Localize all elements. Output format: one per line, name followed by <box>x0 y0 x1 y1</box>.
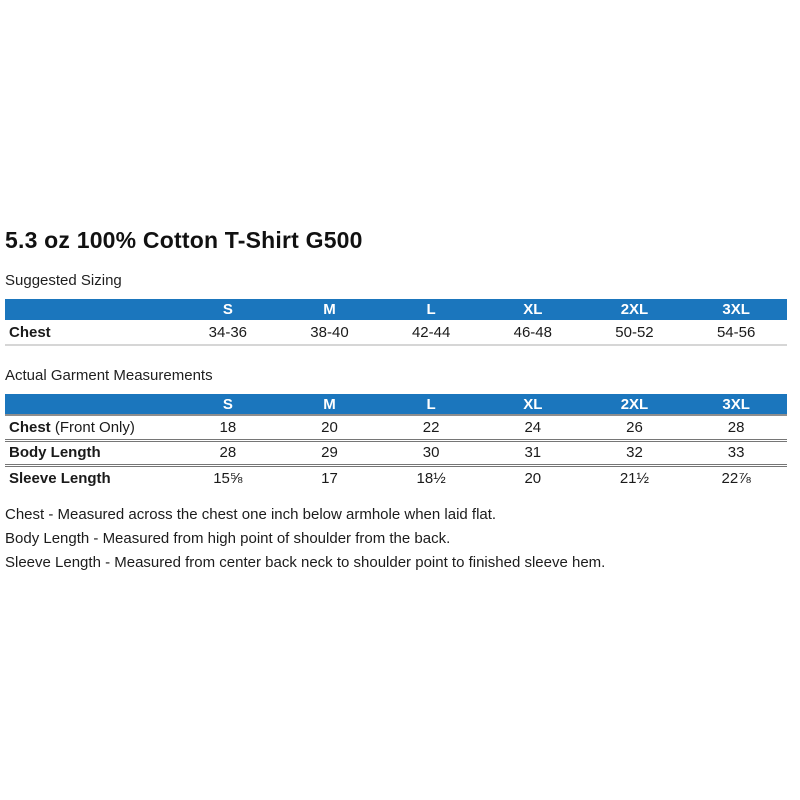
measurement-cell: 31 <box>481 440 584 467</box>
row-label: Body Length <box>5 440 177 467</box>
note-line: Chest - Measured across the chest one in… <box>5 506 497 523</box>
page-title: 5.3 oz 100% Cotton T-Shirt G500 <box>5 227 363 253</box>
actual-measurements-label: Actual Garment Measurements <box>5 367 213 384</box>
measurement-cell: 46-48 <box>481 320 584 346</box>
size-column-header: 2XL <box>583 394 686 416</box>
measurement-cell: 22⅞ <box>721 469 751 487</box>
measurement-cell: 50-52 <box>583 320 686 346</box>
measurement-cell: 21½ <box>619 469 650 487</box>
measurement-cell: 42-44 <box>380 320 482 346</box>
measurement-cell: 15⅝ <box>213 469 243 487</box>
size-column-header: 3XL <box>685 299 787 320</box>
measurement-cell: 38-40 <box>278 320 381 346</box>
table-row: Chest 34-36 38-40 42-44 46-48 50-52 54-56 <box>5 320 787 346</box>
measurement-cell: 29 <box>278 440 381 467</box>
table-row: Chest (Front Only) 18 20 22 24 26 28 <box>5 415 787 442</box>
size-column-header: 2XL <box>583 299 686 320</box>
measurement-cell: 28 <box>177 440 279 467</box>
size-column-header: L <box>380 394 482 416</box>
actual-measurements-table: S M L XL 2XL 3XL Chest (Front Only) 18 20 22 24 26 2… <box>5 394 787 490</box>
measurement-cell: 18 <box>177 415 279 442</box>
table-row: Sleeve Length 15⅝ 17 18½ 20 21½ 22⅞ <box>5 465 787 490</box>
measurement-cell: 33 <box>685 440 787 467</box>
header-corner-cell <box>5 299 177 320</box>
measurement-cell: 26 <box>583 415 686 442</box>
measurement-cell: 28 <box>685 415 787 442</box>
suggested-sizing-label: Suggested Sizing <box>5 272 122 289</box>
size-column-header: S <box>177 299 279 320</box>
size-chart-page: 5.3 oz 100% Cotton T-Shirt G500 Suggeste… <box>5 227 787 575</box>
measurement-cell: 54-56 <box>685 320 787 346</box>
size-header-row: S M L XL 2XL 3XL <box>5 394 787 416</box>
row-label: Chest (Front Only) <box>5 415 177 442</box>
size-header-row: S M L XL 2XL 3XL <box>5 299 787 320</box>
measurement-cell: 20 <box>524 469 542 487</box>
measurement-cell: 34-36 <box>177 320 279 346</box>
measurement-cell: 22 <box>380 415 482 442</box>
size-column-header: M <box>278 394 381 416</box>
measurement-cell: 30 <box>380 440 482 467</box>
measurement-notes: Chest - Measured across the chest one in… <box>5 503 785 575</box>
header-corner-cell <box>5 394 177 416</box>
size-column-header: XL <box>481 394 584 416</box>
size-column-header: 3XL <box>685 394 787 416</box>
note-line: Sleeve Length - Measured from center bac… <box>5 554 606 571</box>
table-row: Body Length 28 29 30 31 32 33 <box>5 440 787 467</box>
measurement-cell: 18½ <box>416 469 446 487</box>
suggested-sizing-table: S M L XL 2XL 3XL Chest 34-36 38-40 42-44 46-48 50-5… <box>5 299 787 346</box>
note-line: Body Length - Measured from high point o… <box>5 530 451 547</box>
size-column-header: M <box>278 299 381 320</box>
measurement-cell: 24 <box>481 415 584 442</box>
row-label: Chest <box>5 320 177 346</box>
size-column-header: XL <box>481 299 584 320</box>
measurement-cell: 32 <box>583 440 686 467</box>
measurement-cell: 20 <box>278 415 381 442</box>
size-column-header: S <box>177 394 279 416</box>
measurement-cell: 17 <box>321 469 338 487</box>
row-label: Sleeve Length <box>9 469 111 487</box>
size-column-header: L <box>380 299 482 320</box>
